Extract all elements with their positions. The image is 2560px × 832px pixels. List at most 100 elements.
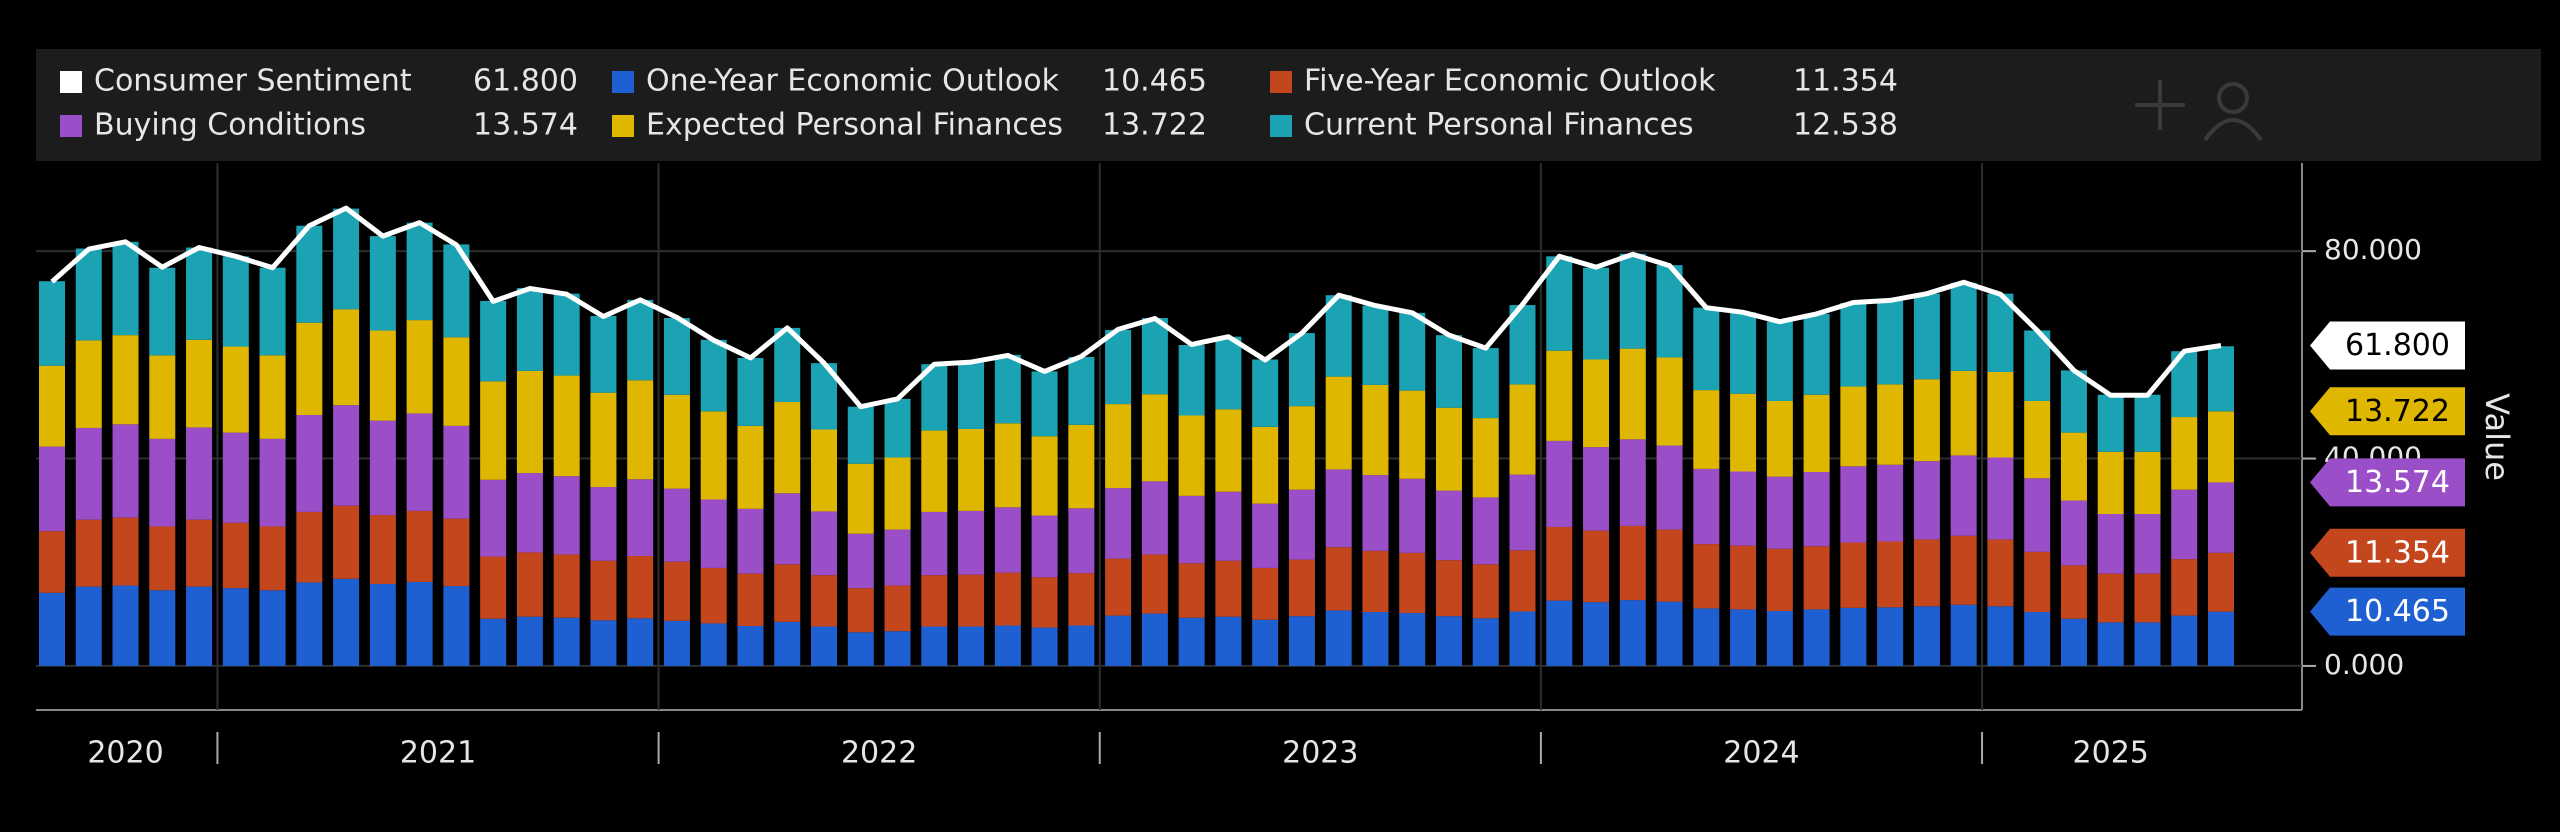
bar-segment [2060,432,2087,501]
bar-segment [774,621,801,666]
y-tick-label: 0.000 [2324,648,2404,681]
legend-value: 12.538 [1793,108,1898,143]
bar-segment [112,241,139,336]
bar-segment [847,632,874,666]
bar-segment [39,281,65,366]
value-tag-label: 11.354 [2345,535,2450,570]
legend-value: 11.354 [1793,64,1898,99]
legend-swatch [612,115,634,137]
bar-segment [369,584,396,666]
bar-segment [1877,607,1904,666]
bar-segment [627,380,654,480]
bar-segment [1362,550,1389,613]
bar-segment [2171,489,2198,560]
bar-segment [994,572,1021,626]
bar-segment [480,618,507,666]
bar-segment [884,457,911,530]
value-tag [2310,587,2465,636]
bar-segment [1435,407,1462,491]
bar-segment [1546,350,1573,441]
bar-segment [1031,436,1058,516]
bar-segment [553,293,580,376]
bar-segment [1840,542,1867,608]
legend-swatch [1270,71,1292,93]
bar-segment [1068,424,1095,509]
bar-segment [2024,478,2051,552]
line [50,205,2222,410]
bar-segment [958,510,985,575]
bar-segment [1252,359,1279,427]
bar-segment [1877,464,1904,542]
bar-segment [700,339,727,412]
bar-segment [2208,611,2234,666]
bar-segment [1877,541,1904,608]
legend-label: Buying Conditions [94,108,366,143]
bar-segment [1141,481,1168,555]
bar-segment [1252,503,1279,568]
bar-segment [1031,627,1058,666]
bar-segment [1362,384,1389,476]
bar-segment [1362,612,1389,666]
bar-segment [1141,613,1168,666]
bar-segment [627,479,654,557]
bar-segment [774,493,801,565]
bar-segment [1803,472,1830,547]
legend-label: Current Personal Finances [1304,108,1694,143]
bar-segment [1288,616,1315,666]
legend-label: Consumer Sentiment [94,64,412,99]
value-tag [2310,458,2465,507]
bar-segment [847,463,874,534]
bar-segment [663,394,690,489]
user-icon [2217,82,2249,114]
bar-segment [1803,313,1830,395]
bar-segment [259,267,286,356]
bar-segment [847,406,874,464]
bar-segment [737,626,764,666]
bar-segment [1730,545,1757,610]
bar-segment [1766,321,1793,401]
bar-segment [1913,461,1940,540]
value-tag [2310,321,2465,370]
value-tag-label: 13.574 [2345,465,2450,500]
bar-segment [1178,617,1205,666]
value-tag-label: 10.465 [2345,594,2450,629]
bar-segment [149,526,176,591]
bar-segment [1656,445,1683,530]
bar-segment [480,300,507,382]
bar-segment [2097,573,2124,623]
bar-segment [2208,346,2234,412]
bar-segment [811,575,838,627]
bar-segment [1693,307,1720,391]
bar-segment [75,586,102,666]
bar-segment [1766,548,1793,611]
bar-segment [39,531,65,593]
value-tag [2310,528,2465,577]
bar-segment [1178,563,1205,618]
bar-segment [149,267,176,356]
bar-segment [1583,530,1610,603]
bar-segment [2024,551,2051,613]
bar-segment [1693,390,1720,469]
bar-segment [994,354,1021,424]
bar-segment [443,337,470,426]
bar-segment [1068,573,1095,626]
bar-segment [1435,616,1462,666]
bar-segment [333,309,360,406]
bar-segment [516,473,543,553]
bar-segment [1288,406,1315,490]
bar-segment [1105,329,1132,405]
bar-segment [1252,619,1279,666]
bar-segment [406,320,433,414]
bar-segment [1215,491,1242,561]
bar-segment [627,556,654,619]
bar-segment [149,355,176,439]
bar-segment [1509,384,1536,475]
bar-segment [847,533,874,589]
bar-segment [811,429,838,512]
bar-segment [1362,475,1389,551]
bar-segment [222,522,249,589]
bar-segment [1913,539,1940,607]
bar-segment [2024,612,2051,666]
